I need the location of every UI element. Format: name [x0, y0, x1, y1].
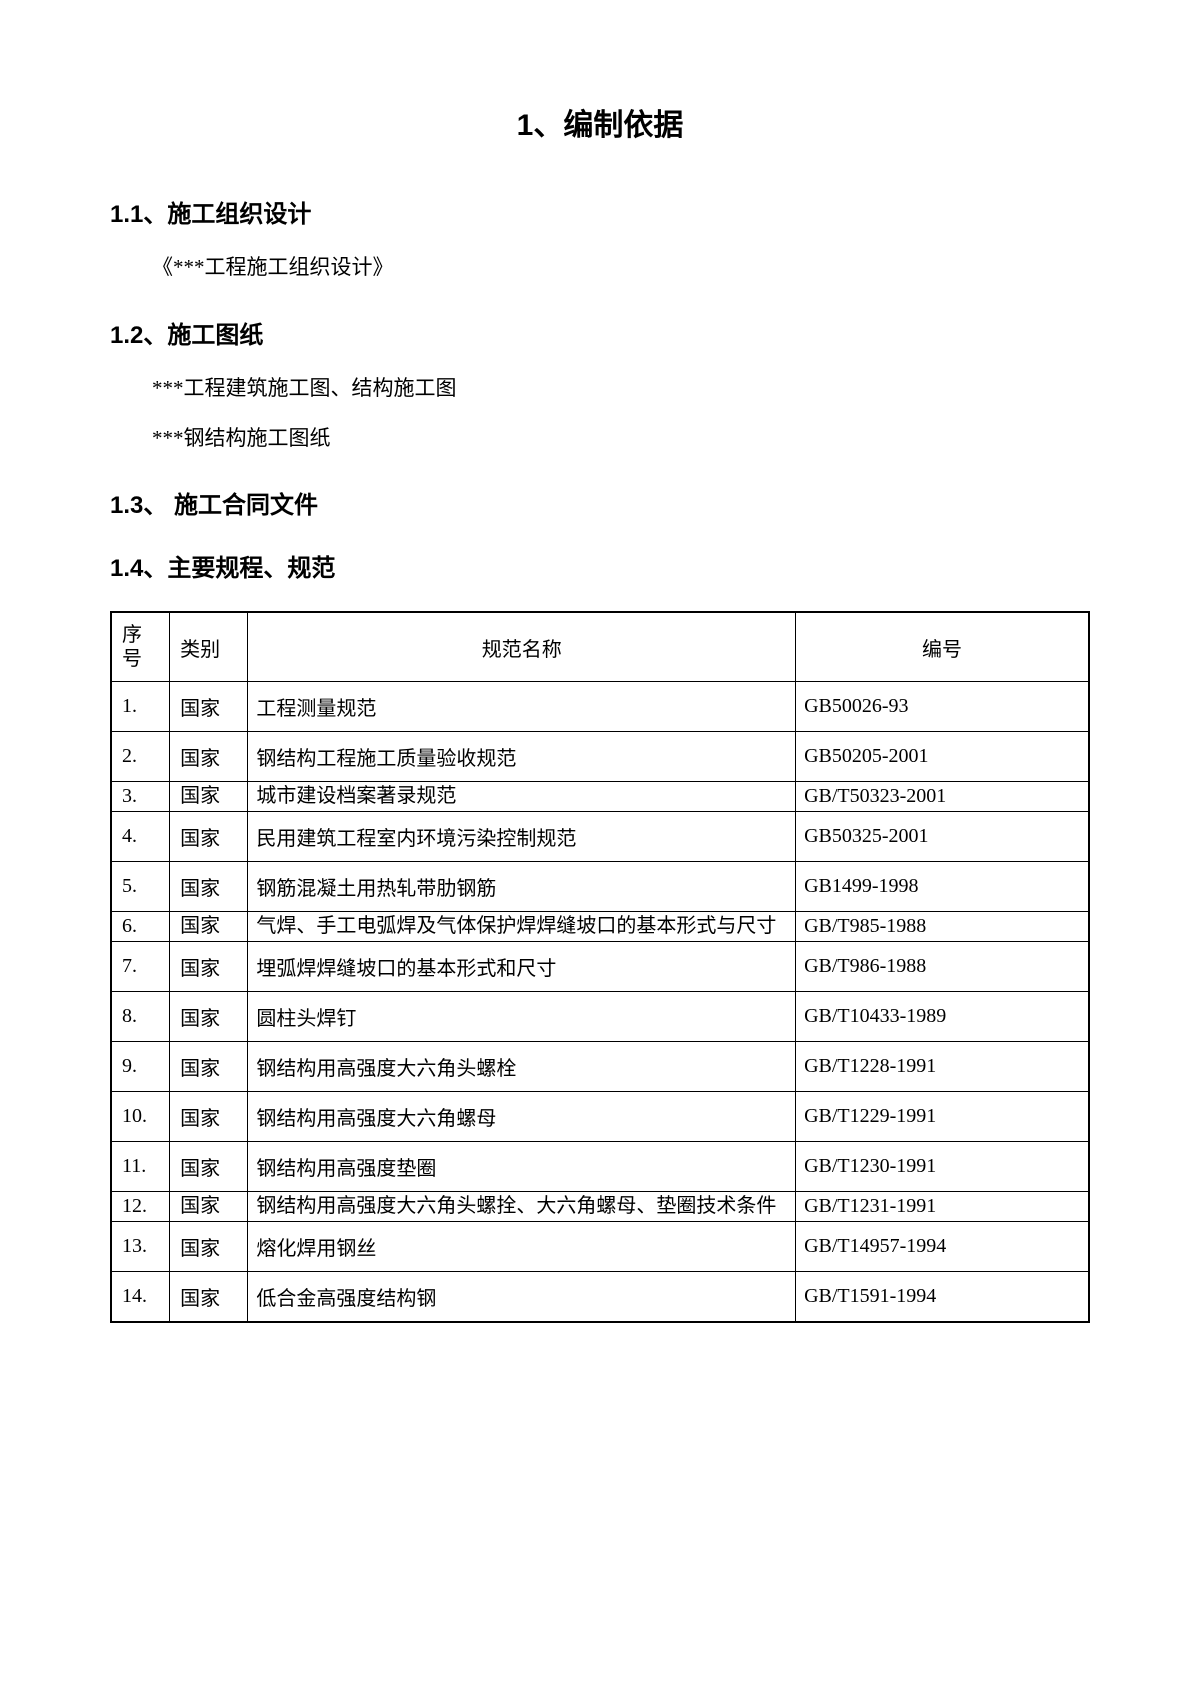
section-1-1-title: 1.1、施工组织设计 [110, 194, 1090, 229]
section-1-1-line-1: 《***工程施工组织设计》 [152, 249, 1090, 287]
cell-code: GB/T50323-2001 [796, 782, 1089, 812]
standards-table-wrap: 序 号 类别 规范名称 编号 1.国家工程测量规范GB50026-932.国家钢… [110, 611, 1090, 1323]
cell-code: GB1499-1998 [796, 862, 1089, 912]
cell-code: GB/T985-1988 [796, 912, 1089, 942]
cell-code: GB/T1591-1994 [796, 1272, 1089, 1323]
cell-code: GB/T1228-1991 [796, 1042, 1089, 1092]
cell-seq: 8. [111, 992, 170, 1042]
cell-code: GB50205-2001 [796, 732, 1089, 782]
cell-code: GB/T10433-1989 [796, 992, 1089, 1042]
cell-seq: 10. [111, 1092, 170, 1142]
cell-category: 国家 [170, 812, 248, 862]
cell-category: 国家 [170, 682, 248, 732]
table-row: 7.国家埋弧焊焊缝坡口的基本形式和尺寸GB/T986-1988 [111, 942, 1089, 992]
cell-seq: 1. [111, 682, 170, 732]
cell-category: 国家 [170, 1272, 248, 1323]
cell-name: 钢结构用高强度大六角头螺拴、大六角螺母、垫圈技术条件 [248, 1192, 796, 1222]
cell-category: 国家 [170, 1042, 248, 1092]
cell-seq: 7. [111, 942, 170, 992]
cell-category: 国家 [170, 1222, 248, 1272]
cell-name: 埋弧焊焊缝坡口的基本形式和尺寸 [248, 942, 796, 992]
section-1-4-title: 1.4、主要规程、规范 [110, 548, 1090, 583]
cell-seq: 13. [111, 1222, 170, 1272]
cell-code: GB/T14957-1994 [796, 1222, 1089, 1272]
cell-name: 钢结构用高强度大六角头螺栓 [248, 1042, 796, 1092]
cell-seq: 6. [111, 912, 170, 942]
header-code: 编号 [796, 612, 1089, 682]
cell-category: 国家 [170, 862, 248, 912]
cell-name: 气焊、手工电弧焊及气体保护焊焊缝坡口的基本形式与尺寸 [248, 912, 796, 942]
cell-code: GB/T1231-1991 [796, 1192, 1089, 1222]
cell-name: 钢结构工程施工质量验收规范 [248, 732, 796, 782]
header-seq-l1: 序 [122, 624, 142, 646]
cell-category: 国家 [170, 1142, 248, 1192]
table-row: 6.国家气焊、手工电弧焊及气体保护焊焊缝坡口的基本形式与尺寸GB/T985-19… [111, 912, 1089, 942]
cell-code: GB/T1230-1991 [796, 1142, 1089, 1192]
cell-category: 国家 [170, 942, 248, 992]
chapter-title: 1、编制依据 [110, 100, 1090, 144]
cell-seq: 4. [111, 812, 170, 862]
section-1-2-line-1: ***工程建筑施工图、结构施工图 [152, 370, 1090, 408]
table-header-row: 序 号 类别 规范名称 编号 [111, 612, 1089, 682]
cell-name: 圆柱头焊钉 [248, 992, 796, 1042]
cell-category: 国家 [170, 1192, 248, 1222]
cell-seq: 9. [111, 1042, 170, 1092]
cell-seq: 14. [111, 1272, 170, 1323]
table-row: 1.国家工程测量规范GB50026-93 [111, 682, 1089, 732]
cell-name: 钢筋混凝土用热轧带肋钢筋 [248, 862, 796, 912]
table-row: 2.国家钢结构工程施工质量验收规范GB50205-2001 [111, 732, 1089, 782]
cell-seq: 2. [111, 732, 170, 782]
standards-tbody: 1.国家工程测量规范GB50026-932.国家钢结构工程施工质量验收规范GB5… [111, 682, 1089, 1323]
cell-name: 工程测量规范 [248, 682, 796, 732]
cell-code: GB50026-93 [796, 682, 1089, 732]
cell-name: 低合金高强度结构钢 [248, 1272, 796, 1323]
table-row: 9.国家钢结构用高强度大六角头螺栓GB/T1228-1991 [111, 1042, 1089, 1092]
cell-category: 国家 [170, 732, 248, 782]
table-row: 5.国家钢筋混凝土用热轧带肋钢筋GB1499-1998 [111, 862, 1089, 912]
header-name: 规范名称 [248, 612, 796, 682]
table-row: 8.国家圆柱头焊钉GB/T10433-1989 [111, 992, 1089, 1042]
table-row: 3.国家城市建设档案著录规范GB/T50323-2001 [111, 782, 1089, 812]
cell-seq: 12. [111, 1192, 170, 1222]
table-row: 11.国家钢结构用高强度垫圈GB/T1230-1991 [111, 1142, 1089, 1192]
table-row: 13.国家熔化焊用钢丝GB/T14957-1994 [111, 1222, 1089, 1272]
cell-name: 城市建设档案著录规范 [248, 782, 796, 812]
cell-name: 熔化焊用钢丝 [248, 1222, 796, 1272]
header-category: 类别 [170, 612, 248, 682]
cell-seq: 3. [111, 782, 170, 812]
cell-name: 钢结构用高强度大六角螺母 [248, 1092, 796, 1142]
table-row: 14.国家低合金高强度结构钢GB/T1591-1994 [111, 1272, 1089, 1323]
cell-category: 国家 [170, 912, 248, 942]
header-seq-l2: 号 [122, 648, 142, 670]
cell-name: 钢结构用高强度垫圈 [248, 1142, 796, 1192]
section-1-2-title: 1.2、施工图纸 [110, 315, 1090, 350]
cell-code: GB/T1229-1991 [796, 1092, 1089, 1142]
section-1-2-line-2: ***钢结构施工图纸 [152, 420, 1090, 458]
header-seq: 序 号 [111, 612, 170, 682]
section-1-3-title: 1.3、 施工合同文件 [110, 485, 1090, 520]
cell-code: GB50325-2001 [796, 812, 1089, 862]
standards-table: 序 号 类别 规范名称 编号 1.国家工程测量规范GB50026-932.国家钢… [110, 611, 1090, 1323]
cell-category: 国家 [170, 782, 248, 812]
table-row: 10.国家钢结构用高强度大六角螺母GB/T1229-1991 [111, 1092, 1089, 1142]
cell-name: 民用建筑工程室内环境污染控制规范 [248, 812, 796, 862]
table-row: 4.国家民用建筑工程室内环境污染控制规范GB50325-2001 [111, 812, 1089, 862]
table-row: 12.国家钢结构用高强度大六角头螺拴、大六角螺母、垫圈技术条件GB/T1231-… [111, 1192, 1089, 1222]
cell-seq: 5. [111, 862, 170, 912]
cell-seq: 11. [111, 1142, 170, 1192]
cell-category: 国家 [170, 1092, 248, 1142]
cell-category: 国家 [170, 992, 248, 1042]
cell-code: GB/T986-1988 [796, 942, 1089, 992]
